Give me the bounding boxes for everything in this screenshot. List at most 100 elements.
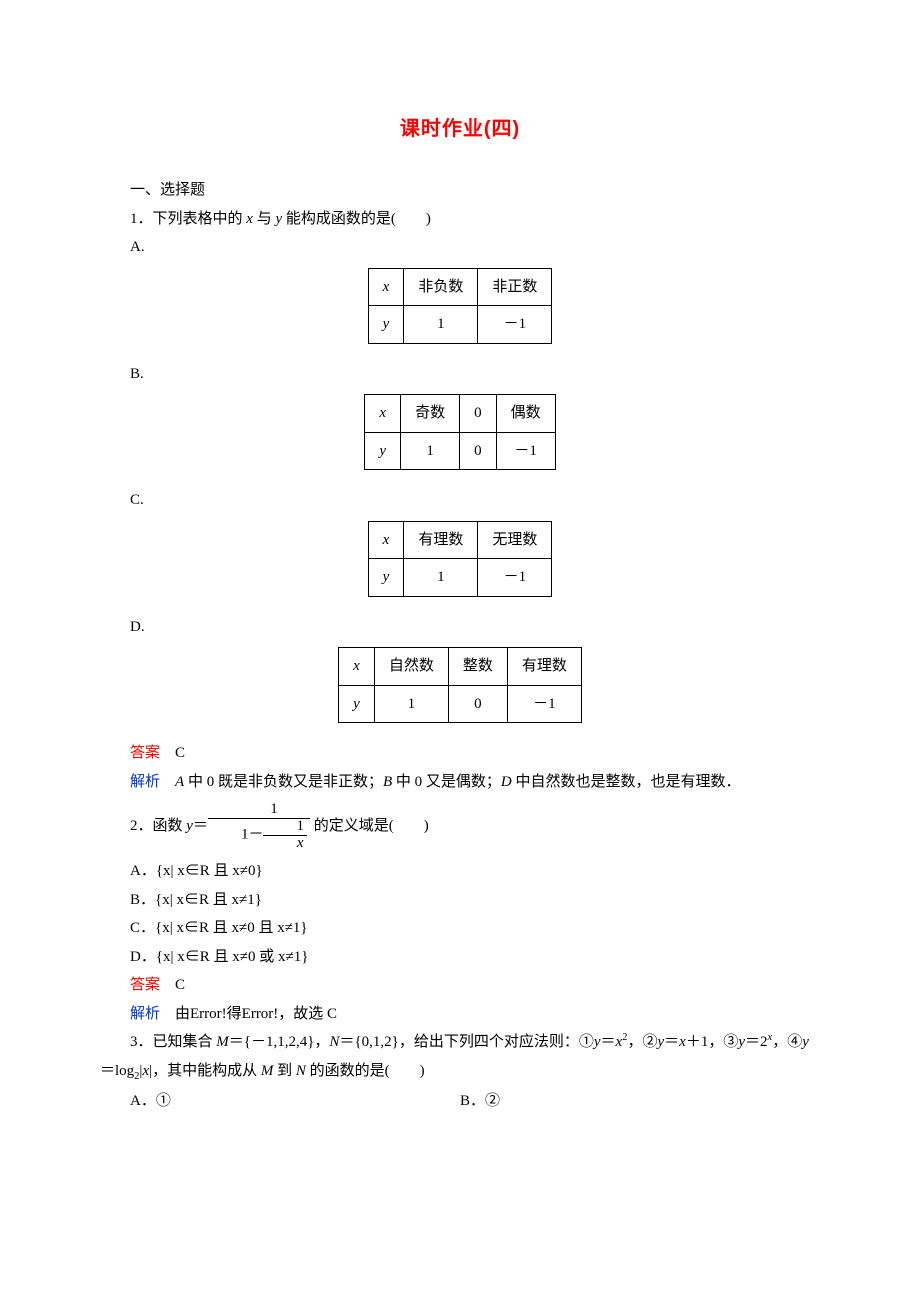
cell: 有理数: [507, 648, 581, 686]
q3-option-a: A．①: [100, 1087, 460, 1116]
text: 中自然数也是整数，也是有理数．: [512, 774, 741, 790]
cell: 整数: [448, 648, 507, 686]
text: 的定义域是( ): [310, 818, 429, 834]
text: 到: [273, 1063, 296, 1079]
cell: y: [383, 569, 390, 585]
table-row: x 非负数 非正数: [368, 268, 552, 306]
q1-table-a-wrap: x 非负数 非正数 y 1 －1: [100, 268, 820, 344]
cell: 自然数: [374, 648, 448, 686]
text: ＝: [664, 1034, 679, 1050]
explain-label: 解析: [130, 774, 160, 790]
var-x: x: [679, 1034, 686, 1050]
cell: 0: [460, 432, 497, 470]
cell: y: [379, 443, 386, 459]
q2-explain: 解析 由Error!得Error!，故选 C: [100, 1000, 820, 1029]
cell: 无理数: [478, 521, 552, 559]
text: C．{x| x∈R 且 x≠0 且 x≠1}: [130, 920, 308, 936]
cell: 1: [404, 306, 478, 344]
q1-table-b-wrap: x 奇数 0 偶数 y 1 0 －1: [100, 394, 820, 470]
q1-table-c: x 有理数 无理数 y 1 －1: [368, 521, 553, 597]
page: 课时作业(四) 一、选择题 1．下列表格中的 x 与 y 能构成函数的是( ) …: [0, 0, 920, 1302]
opt-d: D: [501, 774, 512, 790]
q1-table-d-wrap: x 自然数 整数 有理数 y 1 0 －1: [100, 647, 820, 723]
q2-stem: 2．函数 y＝ 1 1－ 1 x 的定义域是( ): [100, 802, 820, 851]
table-row: y 1 0 －1: [365, 432, 555, 470]
q1-option-c-label: C.: [100, 486, 820, 515]
text: 中 0 又是偶数；: [392, 774, 501, 790]
numerator: 1: [208, 802, 310, 819]
page-title: 课时作业(四): [100, 110, 820, 148]
table-row: x 自然数 整数 有理数: [339, 648, 582, 686]
text: |，其中能构成从: [149, 1063, 261, 1079]
text: 的函数的是( ): [306, 1063, 425, 1079]
var-m: M: [216, 1034, 229, 1050]
answer-value: C: [160, 745, 185, 761]
table-row: y 1 0 －1: [339, 685, 582, 723]
var-n: N: [296, 1063, 306, 1079]
text: 由Error!得Error!，故选 C: [160, 1006, 337, 1022]
denominator: x: [263, 836, 307, 852]
cell: 1: [404, 559, 478, 597]
q1-table-b: x 奇数 0 偶数 y 1 0 －1: [364, 394, 555, 470]
cell: 偶数: [496, 395, 555, 433]
cell: y: [383, 316, 390, 332]
q2-option-b: B．{x| x∈R 且 x≠1}: [100, 886, 820, 915]
text: 中 0 既是非负数又是非正数；: [184, 774, 383, 790]
text: 2．函数: [130, 818, 186, 834]
q3-option-b: B．②: [460, 1087, 500, 1116]
q2-option-d: D．{x| x∈R 且 x≠0 或 x≠1}: [100, 943, 820, 972]
cell: x: [383, 279, 390, 295]
cell: 0: [448, 685, 507, 723]
text: A．{x| x∈R 且 x≠0}: [130, 863, 263, 879]
text: ＋1，③: [686, 1034, 739, 1050]
text: [160, 774, 175, 790]
section-heading: 一、选择题: [100, 176, 820, 205]
q1-answer: 答案 C: [100, 739, 820, 768]
text: ＝: [601, 1034, 616, 1050]
text: ＝{0,1,2}，给出下列四个对应法则：①: [339, 1034, 593, 1050]
cell: 非负数: [404, 268, 478, 306]
cell: 奇数: [401, 395, 460, 433]
cell: －1: [478, 559, 552, 597]
cell: 有理数: [404, 521, 478, 559]
denominator: 1－ 1 x: [208, 819, 310, 852]
q3-stem: 3．已知集合 M＝{－1,1,2,4}，N＝{0,1,2}，给出下列四个对应法则…: [100, 1028, 820, 1086]
text: 能构成函数的是( ): [282, 211, 431, 227]
var-x: x: [246, 211, 253, 227]
fraction: 1 1－ 1 x: [208, 802, 310, 851]
cell: y: [353, 696, 360, 712]
answer-label: 答案: [130, 977, 160, 993]
cell: x: [379, 405, 386, 421]
cell: －1: [496, 432, 555, 470]
text: 与: [253, 211, 276, 227]
fraction-inner: 1 x: [263, 819, 307, 852]
cell: －1: [507, 685, 581, 723]
text: ，④: [772, 1034, 802, 1050]
eq: ＝: [193, 818, 208, 834]
q1-table-d: x 自然数 整数 有理数 y 1 0 －1: [338, 647, 582, 723]
cell: 1: [401, 432, 460, 470]
text: ＝{－1,1,2,4}，: [229, 1034, 330, 1050]
cell: 0: [460, 395, 497, 433]
text: D．{x| x∈R 且 x≠0 或 x≠1}: [130, 949, 308, 965]
var-y: y: [802, 1034, 809, 1050]
q1-table-a: x 非负数 非正数 y 1 －1: [368, 268, 553, 344]
q2-option-a: A．{x| x∈R 且 x≠0}: [100, 857, 820, 886]
q1-option-d-label: D.: [100, 613, 820, 642]
answer-value: C: [160, 977, 185, 993]
cell: 非正数: [478, 268, 552, 306]
q2-answer: 答案 C: [100, 971, 820, 1000]
q1-stem: 1．下列表格中的 x 与 y 能构成函数的是( ): [100, 205, 820, 234]
text: ＝log: [100, 1063, 134, 1079]
explain-label: 解析: [130, 1006, 160, 1022]
table-row: y 1 －1: [368, 559, 552, 597]
table-row: x 奇数 0 偶数: [365, 395, 555, 433]
text: B．{x| x∈R 且 x≠1}: [130, 892, 262, 908]
cell: x: [353, 658, 360, 674]
q2-option-c: C．{x| x∈R 且 x≠0 且 x≠1}: [100, 914, 820, 943]
q1-option-a-label: A.: [100, 233, 820, 262]
text: ，②: [627, 1034, 657, 1050]
cell: 1: [374, 685, 448, 723]
answer-label: 答案: [130, 745, 160, 761]
var-n: N: [329, 1034, 339, 1050]
